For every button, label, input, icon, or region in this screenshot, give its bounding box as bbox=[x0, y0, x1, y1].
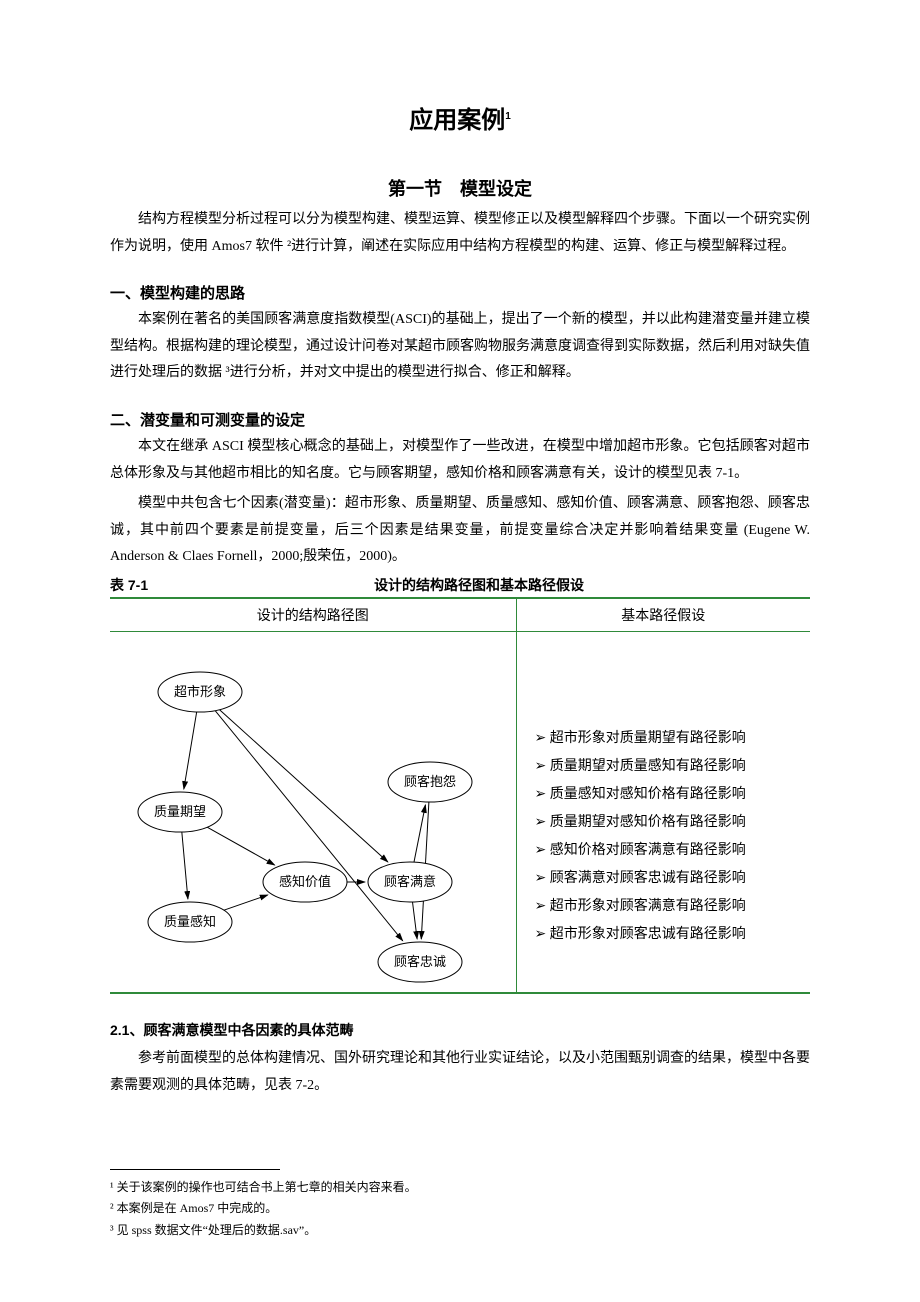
heading-2: 二、潜变量和可测变量的设定 bbox=[110, 409, 810, 430]
hypothesis-item: 质量期望对感知价格有路径影响 bbox=[535, 809, 803, 837]
footnote-2: ² 本案例是在 Amos7 中完成的。 bbox=[110, 1199, 810, 1218]
paragraph-h2b: 模型中共包含七个因素(潜变量)：超市形象、质量期望、质量感知、感知价值、顾客满意… bbox=[110, 491, 810, 571]
diagram-node-satisfy: 顾客满意 bbox=[368, 862, 452, 902]
paragraph-h1: 本案例在著名的美国顾客满意度指数模型(ASCI)的基础上，提出了一个新的模型，并… bbox=[110, 307, 810, 387]
diagram-node-value: 感知价值 bbox=[263, 862, 347, 902]
path-diagram: 超市形象质量期望质量感知 感知价值 顾客满意 顾客抱怨顾客忠诚 bbox=[110, 632, 510, 992]
main-title: 应用案例1 bbox=[110, 100, 810, 135]
hypothesis-item: 顾客满意对顾客忠诚有路径影响 bbox=[535, 865, 803, 893]
table-7-1-title: 设计的结构路径图和基本路径假设 bbox=[148, 575, 810, 595]
diagram-node-complain: 顾客抱怨 bbox=[388, 762, 472, 802]
table-7-1-caption: 表 7-1 设计的结构路径图和基本路径假设 bbox=[110, 575, 810, 595]
diagram-node-label: 质量感知 bbox=[164, 914, 216, 929]
table-7-1-number: 表 7-1 bbox=[110, 575, 148, 595]
diagram-edge bbox=[207, 827, 274, 865]
diagram-node-label: 顾客忠诚 bbox=[394, 954, 446, 969]
hypothesis-item: 超市形象对顾客满意有路径影响 bbox=[535, 893, 803, 921]
table-7-1-col1-header: 设计的结构路径图 bbox=[110, 598, 516, 632]
hypothesis-item: 超市形象对顾客忠诚有路径影响 bbox=[535, 921, 803, 949]
hypothesis-item: 感知价格对顾客满意有路径影响 bbox=[535, 837, 803, 865]
hypothesis-item: 质量感知对感知价格有路径影响 bbox=[535, 781, 803, 809]
hypotheses-list: 超市形象对质量期望有路径影响质量期望对质量感知有路径影响质量感知对感知价格有路径… bbox=[517, 725, 811, 949]
diagram-cell: 超市形象质量期望质量感知 感知价值 顾客满意 顾客抱怨顾客忠诚 bbox=[110, 631, 516, 993]
footnote-1: ¹ 关于该案例的操作也可结合书上第七章的相关内容来看。 bbox=[110, 1178, 810, 1197]
diagram-node-quality: 质量感知 bbox=[148, 902, 232, 942]
diagram-edge bbox=[414, 805, 425, 862]
diagram-edge bbox=[184, 712, 197, 789]
footnotes: ¹ 关于该案例的操作也可结合书上第七章的相关内容来看。 ² 本案例是在 Amos… bbox=[110, 1169, 810, 1240]
hypotheses-cell: 超市形象对质量期望有路径影响质量期望对质量感知有路径影响质量感知对感知价格有路径… bbox=[516, 631, 810, 993]
footnote-ref-1: 1 bbox=[505, 111, 511, 122]
footnote-3: ³ 见 spss 数据文件“处理后的数据.sav”。 bbox=[110, 1221, 810, 1240]
intro-paragraph: 结构方程模型分析过程可以分为模型构建、模型运算、模型修正以及模型解释四个步骤。下… bbox=[110, 207, 810, 260]
diagram-node-label: 感知价值 bbox=[279, 874, 331, 889]
diagram-edge bbox=[215, 711, 403, 941]
diagram-node-expect: 质量期望 bbox=[138, 792, 222, 832]
diagram-node-label: 超市形象 bbox=[174, 684, 226, 699]
diagram-edge bbox=[220, 710, 388, 862]
paragraph-h2a: 本文在继承 ASCI 模型核心概念的基础上，对模型作了一些改进，在模型中增加超市… bbox=[110, 434, 810, 487]
diagram-edge bbox=[182, 832, 188, 899]
page: 应用案例1 第一节 模型设定 结构方程模型分析过程可以分为模型构建、模型运算、模… bbox=[0, 0, 920, 1302]
hypothesis-item: 质量期望对质量感知有路径影响 bbox=[535, 753, 803, 781]
diagram-node-label: 顾客抱怨 bbox=[404, 774, 456, 789]
diagram-node-label: 顾客满意 bbox=[384, 874, 436, 889]
diagram-node-loyal: 顾客忠诚 bbox=[378, 942, 462, 982]
table-7-1: 设计的结构路径图 基本路径假设 超市形象质量期望质量感知 感知价值 顾客满意 顾客抱怨… bbox=[110, 597, 810, 994]
heading-2-1: 2.1、顾客满意模型中各因素的具体范畴 bbox=[110, 1020, 810, 1040]
section-1-title: 第一节 模型设定 bbox=[110, 175, 810, 201]
diagram-edge bbox=[224, 895, 268, 910]
footnote-rule bbox=[110, 1169, 280, 1170]
hypothesis-item: 超市形象对质量期望有路径影响 bbox=[535, 725, 803, 753]
diagram-node-image: 超市形象 bbox=[158, 672, 242, 712]
diagram-node-label: 质量期望 bbox=[154, 804, 206, 819]
table-7-1-col2-header: 基本路径假设 bbox=[516, 598, 810, 632]
heading-1: 一、模型构建的思路 bbox=[110, 282, 810, 303]
main-title-text: 应用案例 bbox=[409, 107, 505, 134]
paragraph-h2-1: 参考前面模型的总体构建情况、国外研究理论和其他行业实证结论，以及小范围甄别调查的… bbox=[110, 1046, 810, 1099]
diagram-edge bbox=[412, 902, 417, 939]
